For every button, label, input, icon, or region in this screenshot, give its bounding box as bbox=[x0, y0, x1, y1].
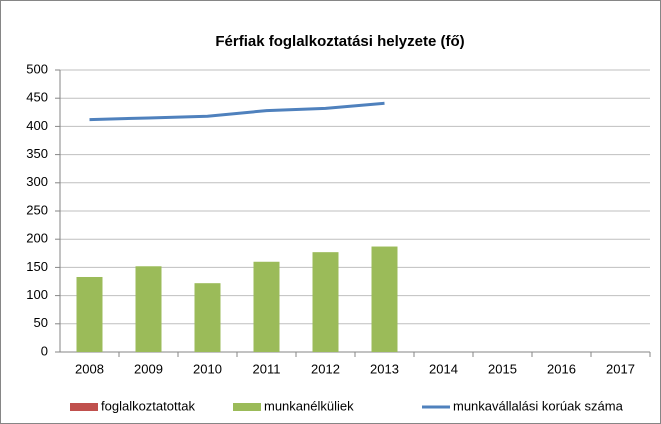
y-tick-label: 350 bbox=[26, 146, 48, 161]
legend-label: munkanélküliek bbox=[264, 398, 354, 413]
bar bbox=[194, 283, 221, 352]
x-tick-label: 2012 bbox=[311, 361, 340, 376]
y-tick-label: 200 bbox=[26, 231, 48, 246]
legend-swatch bbox=[70, 403, 98, 411]
y-tick-label: 500 bbox=[26, 61, 48, 76]
y-tick-label: 250 bbox=[26, 202, 48, 217]
bar bbox=[312, 252, 339, 352]
y-tick-label: 100 bbox=[26, 287, 48, 302]
y-tick-label: 150 bbox=[26, 259, 48, 274]
x-tick-label: 2017 bbox=[606, 361, 635, 376]
x-tick-label: 2008 bbox=[75, 361, 104, 376]
bar bbox=[76, 276, 103, 352]
x-tick-label: 2010 bbox=[193, 361, 222, 376]
legend-swatch bbox=[233, 403, 261, 411]
x-tick-label: 2009 bbox=[134, 361, 163, 376]
chart-title: Férfiak foglalkoztatási helyzete (fő) bbox=[215, 33, 464, 50]
y-tick-label: 0 bbox=[41, 343, 48, 358]
bar bbox=[371, 246, 398, 352]
x-tick-label: 2011 bbox=[253, 361, 281, 376]
legend-label: munkavállalási korúak száma bbox=[453, 398, 624, 413]
bar bbox=[253, 261, 280, 352]
legend-label: foglalkoztatottak bbox=[101, 398, 195, 413]
bar bbox=[135, 266, 162, 352]
y-tick-label: 400 bbox=[26, 118, 48, 133]
y-tick-label: 450 bbox=[26, 90, 48, 105]
x-tick-label: 2016 bbox=[547, 361, 576, 376]
x-tick-label: 2015 bbox=[488, 361, 517, 376]
x-tick-label: 2014 bbox=[429, 361, 458, 376]
y-tick-label: 50 bbox=[34, 315, 48, 330]
line-series bbox=[89, 101, 385, 122]
x-tick-label: 2013 bbox=[370, 361, 399, 376]
y-tick-label: 300 bbox=[26, 174, 48, 189]
